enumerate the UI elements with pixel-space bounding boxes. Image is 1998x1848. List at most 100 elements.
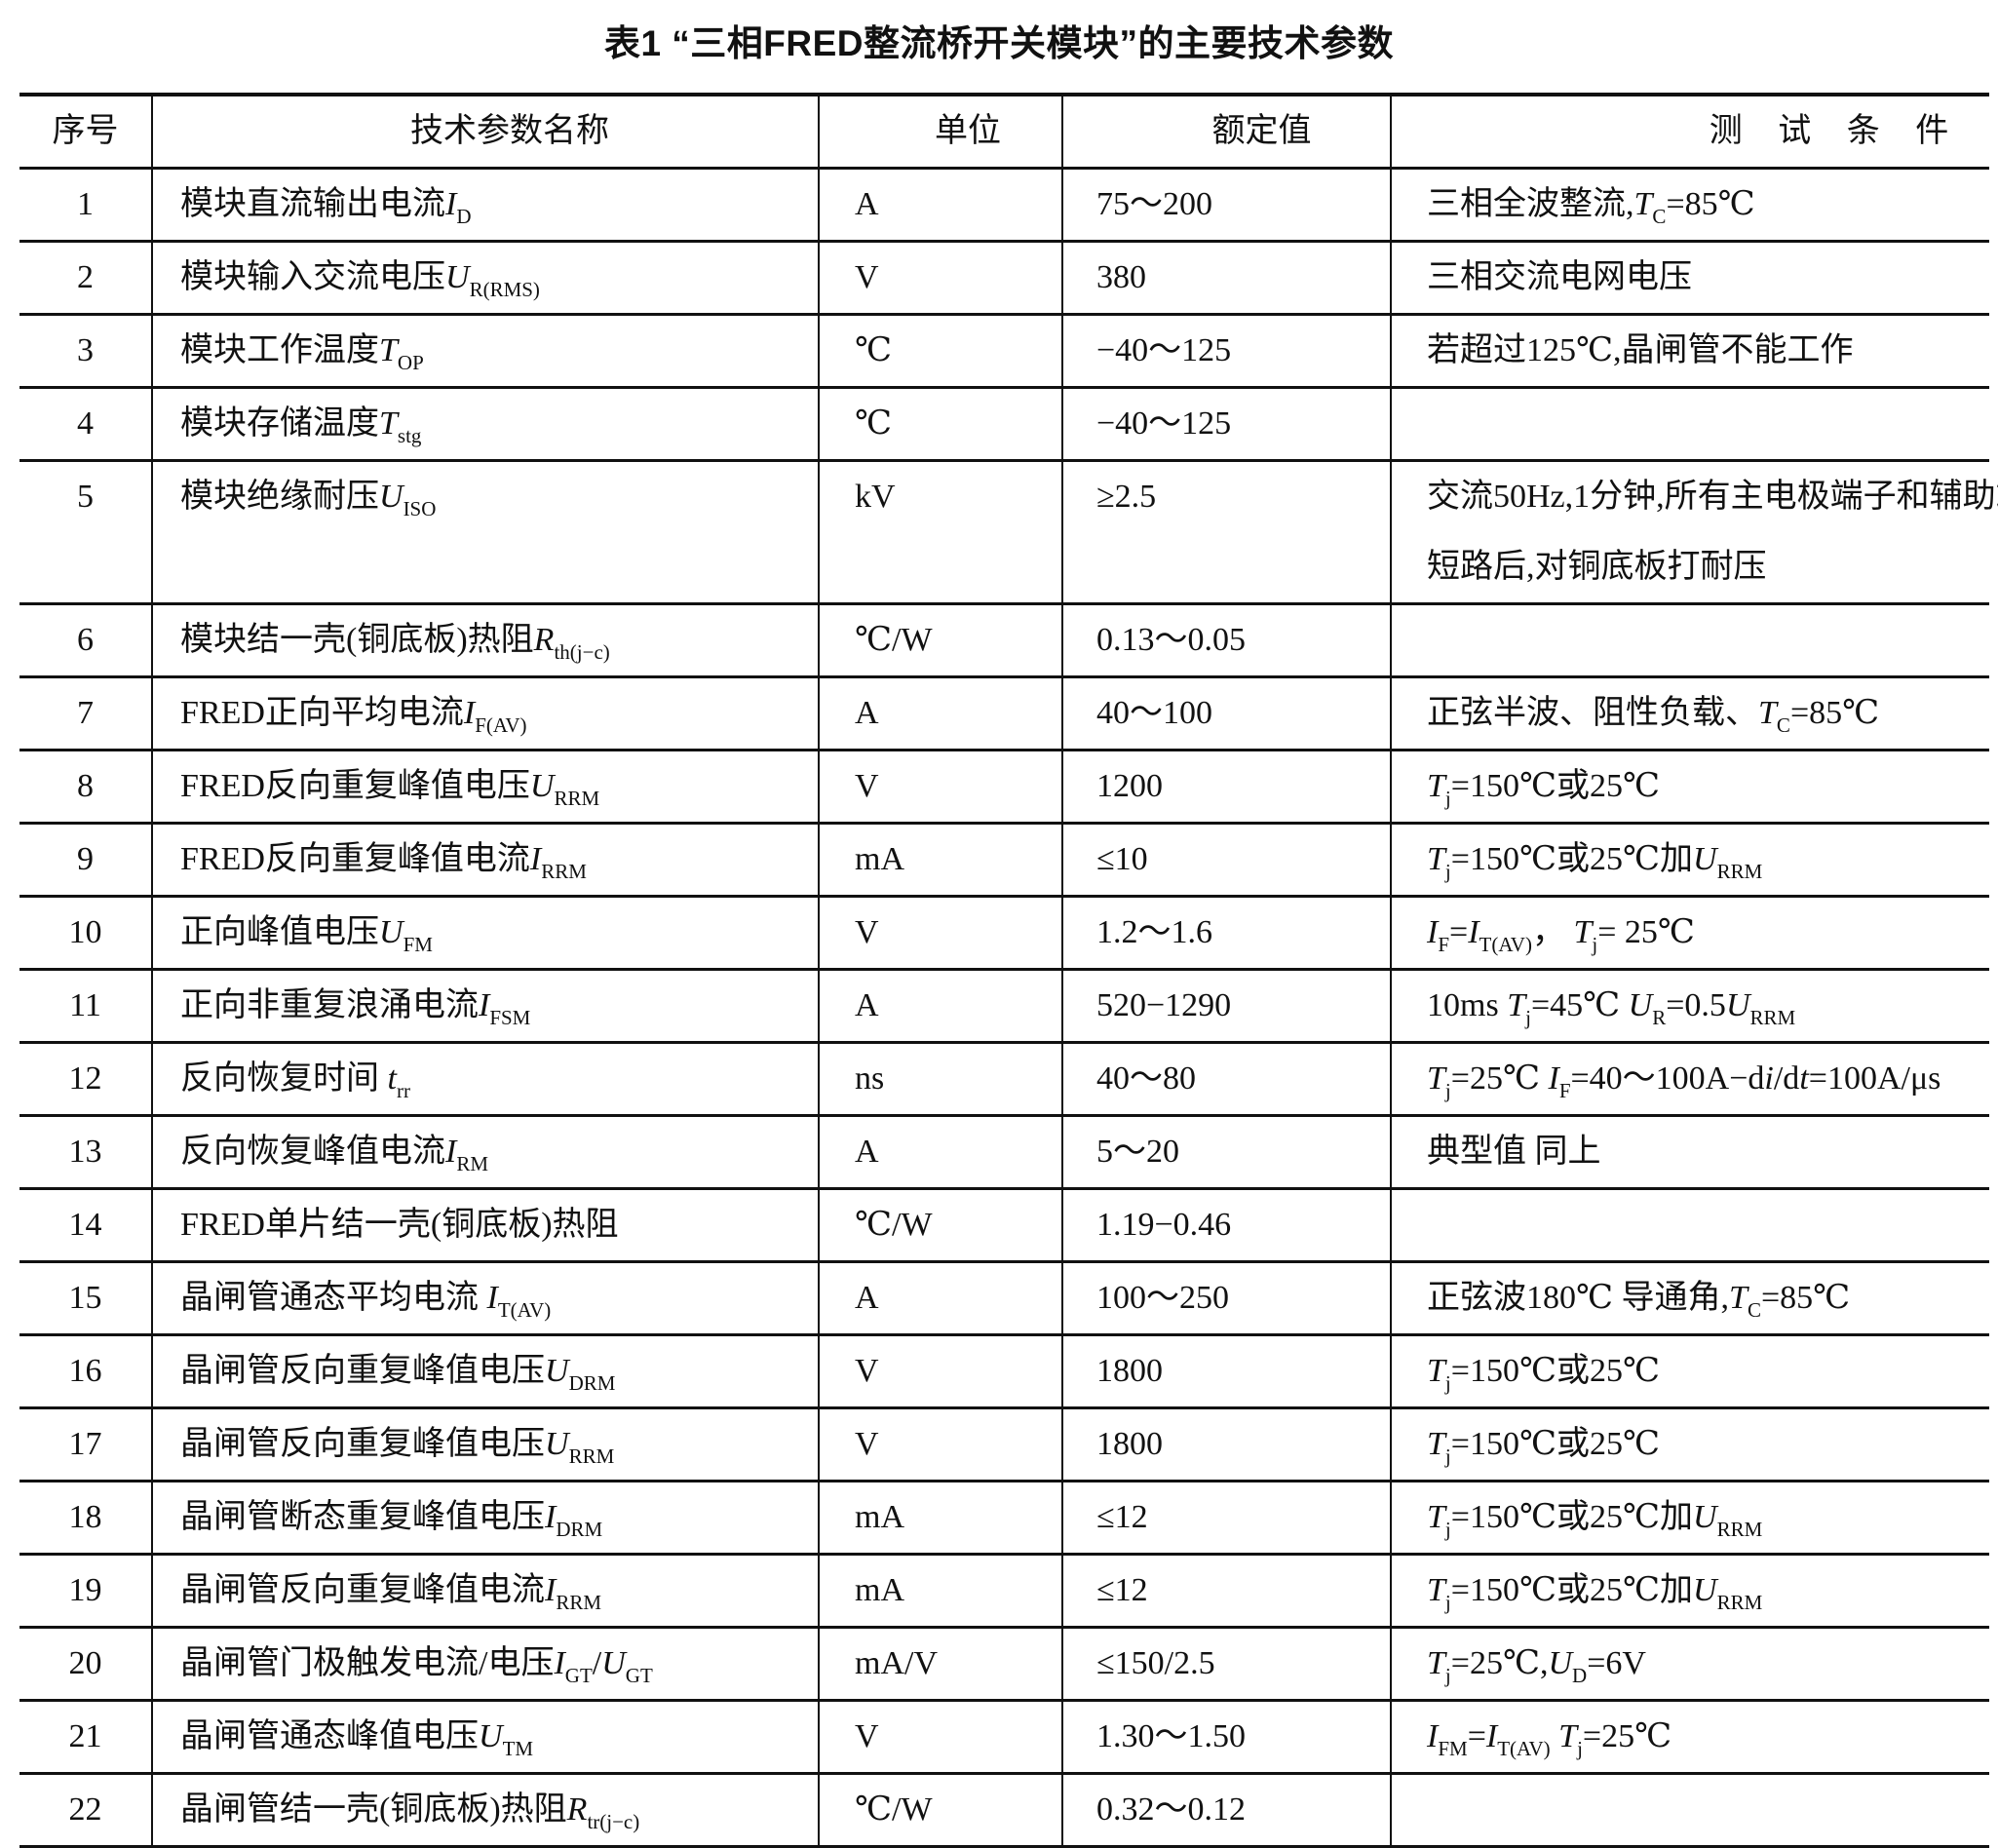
cell-unit: A	[818, 676, 1063, 751]
cell-unit: V	[818, 896, 1063, 971]
cell-parameter-name: 晶闸管通态平均电流 IT(AV)	[151, 1261, 820, 1336]
cell-no: 1	[19, 168, 153, 243]
cell-rated-value: 5～20	[1061, 1115, 1392, 1190]
symbol: U	[379, 914, 403, 950]
text: =85℃	[1760, 1280, 1851, 1316]
text: FRED单片结一壳(铜底板)热阻	[180, 1207, 619, 1243]
cell-test-conditions: 三相交流电网电压	[1390, 241, 1989, 316]
subscript: j	[1444, 860, 1451, 883]
table-row: 10 正向峰值电压UFM V 1.2～1.6 IF=IT(AV)， Tj= 25℃	[19, 896, 1989, 971]
cell-rated-value: −40～125	[1061, 314, 1392, 389]
text	[1551, 1718, 1559, 1754]
cell-test-conditions: Tj=150℃或25℃	[1390, 750, 1989, 825]
subscript: FM	[1438, 1737, 1468, 1760]
cell-rated-value: 1200	[1061, 750, 1392, 825]
cell-rated-value: 0.13～0.05	[1061, 603, 1392, 678]
table-row: 21 晶闸管通态峰值电压UTM V 1.30～1.50 IFM=IT(AV) Tj=25…	[19, 1700, 1989, 1775]
text: 晶闸管门极触发电流/电压	[180, 1645, 555, 1681]
subscript: j	[1444, 1591, 1451, 1614]
symbol: R	[533, 622, 555, 658]
subscript: TM	[502, 1737, 534, 1760]
text: =6V	[1587, 1645, 1646, 1681]
symbol: T	[1427, 1645, 1445, 1681]
cell-no: 9	[19, 823, 153, 898]
cell-test-conditions: 正弦半波、阻性负载、TC=85℃	[1390, 676, 1989, 751]
cell-parameter-name: 晶闸管反向重复峰值电压UDRM	[151, 1334, 820, 1409]
cell-no: 16	[19, 1334, 153, 1409]
symbol: U	[479, 1718, 503, 1754]
table-row: 12 反向恢复时间 trr ns 40～80 Tj=25℃ IF=40～100A−di/…	[19, 1042, 1989, 1117]
cell-no: 15	[19, 1261, 153, 1336]
cell-no: 14	[19, 1188, 153, 1263]
subscript: C	[1776, 713, 1790, 737]
text: =150℃或25℃加	[1450, 1499, 1694, 1535]
cell-unit: kV	[818, 460, 1063, 605]
table-row: 13 反向恢复峰值电流IRM A 5～20 典型值 同上	[19, 1115, 1989, 1190]
subscript: FSM	[489, 1006, 531, 1029]
subscript: j	[1444, 1664, 1451, 1687]
symbol: t	[1799, 1060, 1809, 1097]
text: 晶闸管反向重复峰值电流	[180, 1572, 545, 1608]
symbol: I	[445, 1134, 457, 1170]
symbol: U	[1693, 1572, 1717, 1608]
symbol: T	[1633, 186, 1653, 222]
cell-no: 19	[19, 1554, 153, 1629]
cell-rated-value: ≤12	[1061, 1481, 1392, 1556]
text: 三相全波整流,	[1427, 186, 1634, 222]
subscript: GT	[625, 1664, 653, 1687]
cell-parameter-name: 正向峰值电压UFM	[151, 896, 820, 971]
cell-unit: A	[818, 969, 1063, 1044]
text: 模块直流输出电流	[180, 186, 445, 222]
symbol: U	[1693, 1499, 1717, 1535]
subscript: RM	[456, 1152, 489, 1175]
symbol: T	[379, 332, 398, 368]
cell-parameter-name: FRED反向重复峰值电压URRM	[151, 750, 820, 825]
cell-parameter-name: FRED单片结一壳(铜底板)热阻	[151, 1188, 820, 1263]
text: 10ms	[1427, 987, 1508, 1023]
symbol: T	[1507, 987, 1526, 1023]
cell-parameter-name: 晶闸管结一壳(铜底板)热阻Rtr(j−c)	[151, 1773, 820, 1848]
text: /	[592, 1645, 602, 1681]
subscript: F	[1438, 933, 1450, 956]
text: 晶闸管结一壳(铜底板)热阻	[180, 1791, 567, 1828]
cell-test-conditions: 典型值 同上	[1390, 1115, 1989, 1190]
cell-test-conditions	[1390, 603, 1989, 678]
subscript: RRM	[1716, 1591, 1763, 1614]
subscript: j	[1577, 1737, 1583, 1760]
text: 交流50Hz,1分钟,所有主电极端子和辅助端子短路后,对铜底板打耐压	[1427, 479, 1998, 585]
cell-rated-value: 75～200	[1061, 168, 1392, 243]
cell-rated-value: 520−1290	[1061, 969, 1392, 1044]
subscript: C	[1652, 205, 1667, 228]
cell-unit: V	[818, 1407, 1063, 1482]
cell-parameter-name: 晶闸管反向重复峰值电压URRM	[151, 1407, 820, 1482]
symbol: I	[554, 1645, 565, 1681]
cell-test-conditions	[1390, 1188, 1989, 1263]
subscript: th(j−c)	[554, 640, 610, 664]
text: =	[1449, 914, 1469, 950]
cell-unit: mA/V	[818, 1627, 1063, 1702]
text: 典型值 同上	[1427, 1134, 1601, 1170]
cell-rated-value: 1.2～1.6	[1061, 896, 1392, 971]
text: /d	[1773, 1060, 1800, 1097]
text: 晶闸管断态重复峰值电压	[180, 1499, 545, 1535]
text: =100A/μs	[1808, 1060, 1941, 1097]
table-row: 14 FRED单片结一壳(铜底板)热阻 ℃/W 1.19−0.46	[19, 1188, 1989, 1263]
cell-parameter-name: 模块存储温度Tstg	[151, 387, 820, 462]
text: =150℃或25℃加	[1450, 1572, 1694, 1608]
subscript: DRM	[568, 1371, 616, 1395]
cell-no: 20	[19, 1627, 153, 1702]
symbol: U	[1693, 841, 1717, 877]
symbol: T	[1729, 1280, 1748, 1316]
cell-rated-value: 0.32～0.12	[1061, 1773, 1392, 1848]
cell-parameter-name: 模块绝缘耐压UISO	[151, 460, 820, 605]
text: =150℃或25℃加	[1450, 841, 1694, 877]
subscript: FM	[403, 933, 433, 956]
cell-test-conditions	[1390, 387, 1989, 462]
cell-test-conditions: 交流50Hz,1分钟,所有主电极端子和辅助端子短路后,对铜底板打耐压	[1390, 460, 1998, 605]
header-rated-value: 额定值	[1061, 95, 1392, 170]
subscript: j	[1444, 1444, 1451, 1468]
cell-unit: V	[818, 241, 1063, 316]
cell-rated-value: ≤12	[1061, 1554, 1392, 1629]
subscript: j	[1444, 1079, 1451, 1102]
table-row: 5模块绝缘耐压UISOkV≥2.5交流50Hz,1分钟,所有主电极端子和辅助端子…	[19, 460, 1998, 605]
